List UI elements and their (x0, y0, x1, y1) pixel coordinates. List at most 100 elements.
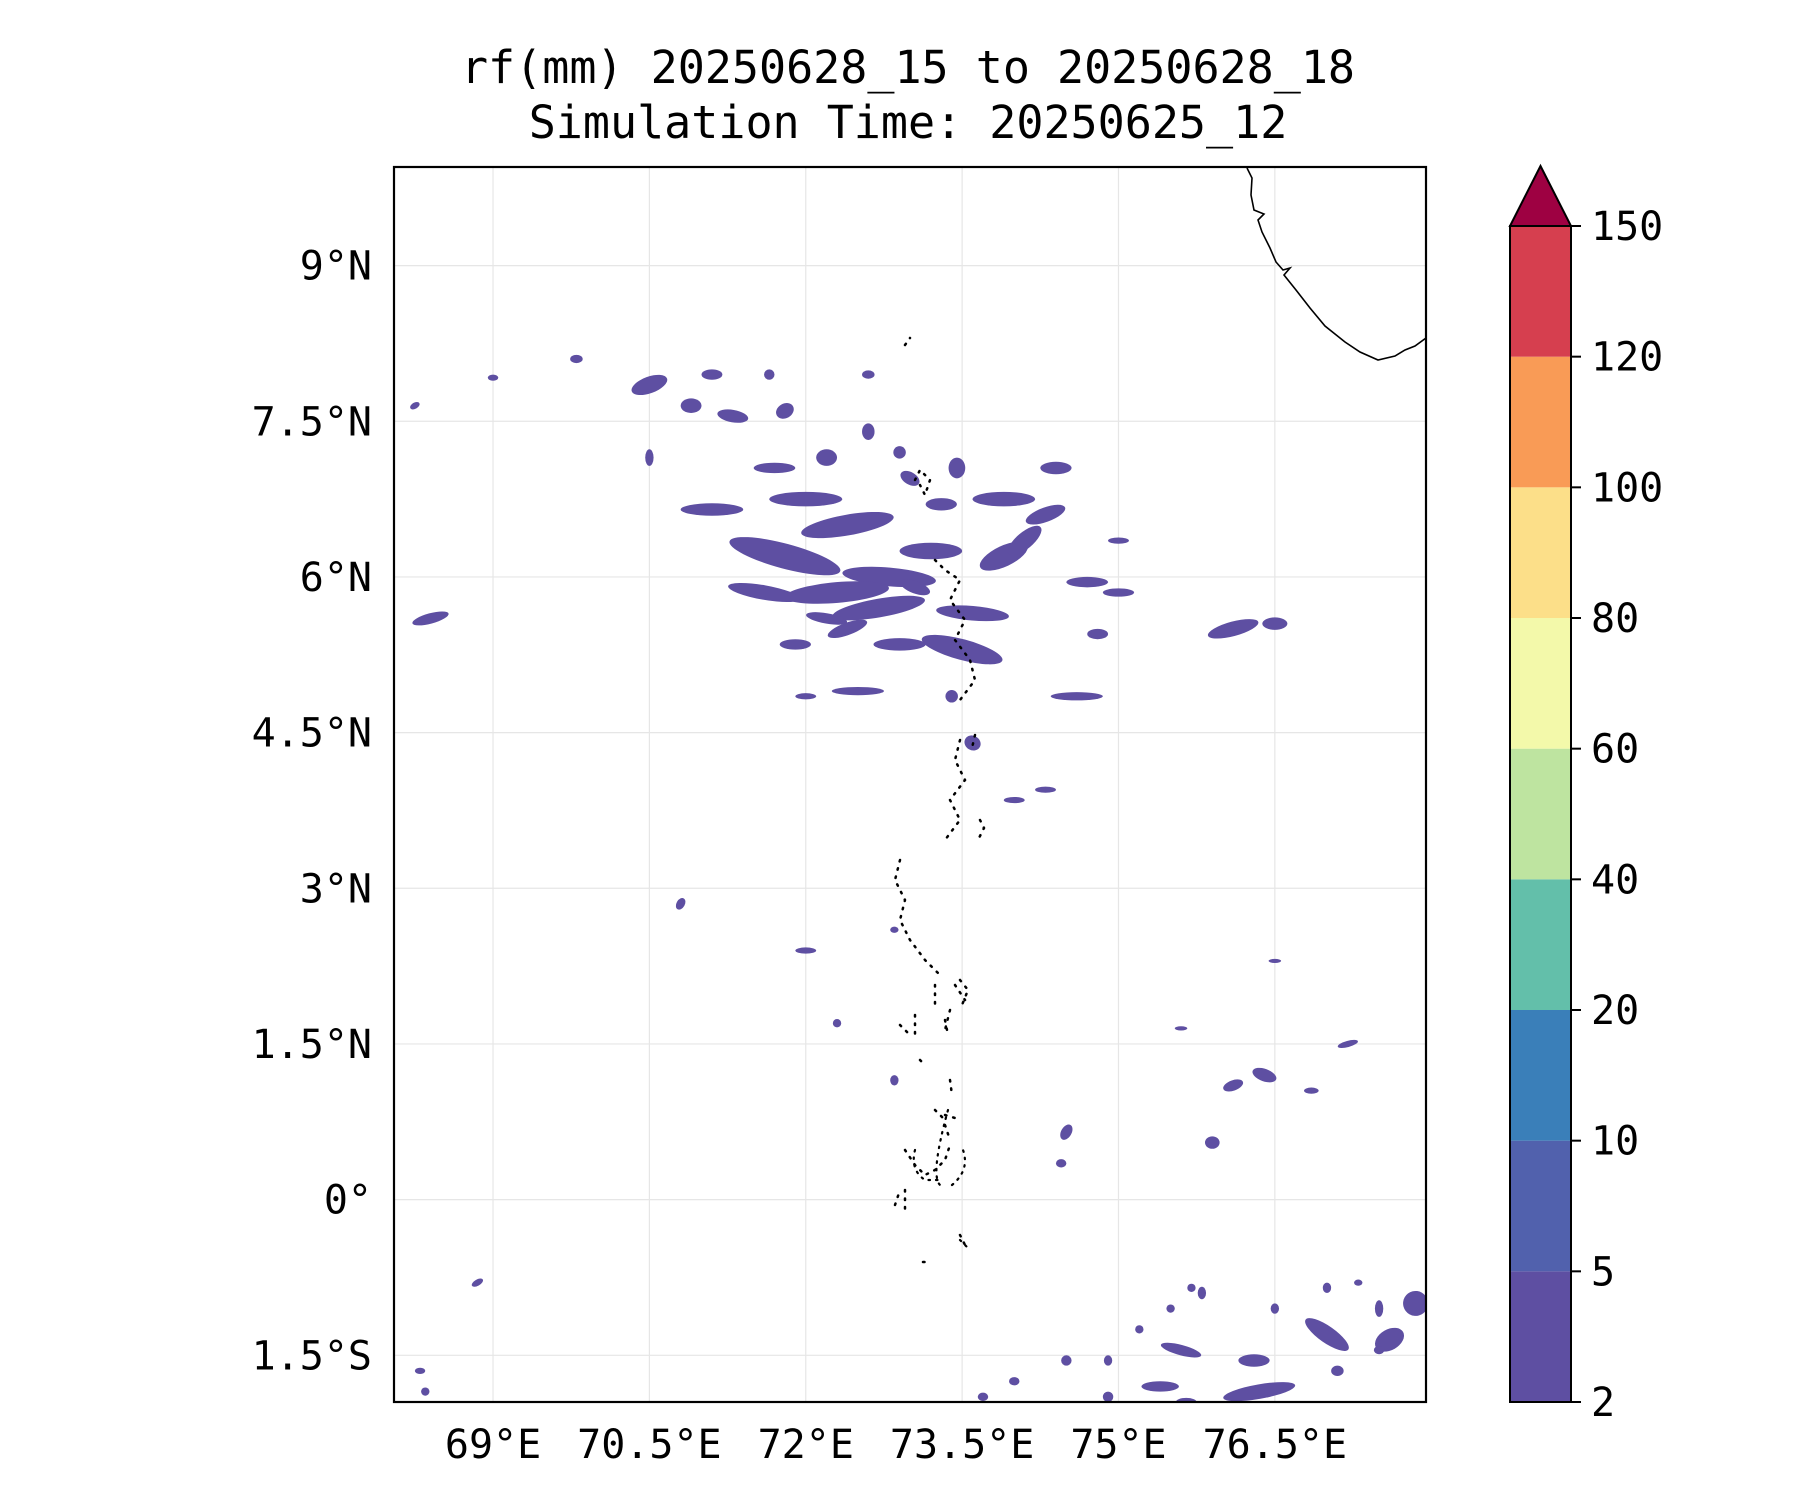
colorbar-band (1510, 618, 1571, 749)
x-tick-label: 72°E (758, 1422, 854, 1468)
y-tick-label: 9°N (300, 244, 372, 290)
rain-cell (717, 409, 749, 423)
rain-cell (421, 1387, 430, 1396)
colorbar-tick-label: 120 (1591, 335, 1663, 381)
rain-cell (900, 579, 931, 596)
rain-cell (769, 491, 843, 507)
maldives-atoll-ring-south (912, 1108, 972, 1252)
colorbar-band (1510, 226, 1571, 357)
rain-cell (1374, 1300, 1384, 1317)
rain-cell (831, 686, 884, 696)
rain-cell (570, 354, 583, 364)
y-tick-label: 1.5°N (252, 1022, 372, 1068)
plot-frame (392, 165, 1428, 1404)
rain-cell (1060, 1124, 1073, 1140)
rain-cell (1262, 617, 1288, 630)
rain-cell (1040, 461, 1072, 475)
colorbar-tick-label: 20 (1591, 988, 1639, 1034)
rain-cell (764, 369, 775, 380)
rain-cell (899, 542, 963, 560)
rain-cell (1375, 1327, 1405, 1352)
rain-cell (1166, 1304, 1175, 1313)
rain-cell (645, 449, 654, 466)
colorbar-tick-label: 5 (1591, 1249, 1615, 1295)
y-tick-label: 3°N (300, 866, 372, 912)
colorbar-tick-label: 80 (1591, 596, 1639, 642)
rain-cell (1007, 525, 1042, 556)
rain-cell (1009, 1377, 1020, 1386)
rain-cell (936, 605, 1009, 622)
x-tick-label: 73.5°E (890, 1422, 1035, 1468)
india-coastline (1246, 167, 1426, 361)
chart-subtitle: Simulation Time: 20250625_12 (529, 96, 1288, 149)
rain-cell (471, 1278, 484, 1287)
rain-cell (776, 403, 794, 419)
rain-cell (631, 374, 668, 396)
rain-cell (1223, 1079, 1244, 1092)
rain-cell (1197, 1286, 1207, 1300)
rain-cell (1102, 1391, 1114, 1402)
x-tick-label: 69°E (445, 1422, 541, 1468)
rain-cell (977, 1392, 989, 1401)
colorbar-band (1510, 1010, 1571, 1141)
colorbar-band (1510, 1140, 1571, 1272)
chart-title: rf(mm) 20250628_15 to 20250628_18 (461, 41, 1355, 94)
rain-cell (948, 457, 966, 479)
rain-cell (925, 498, 957, 511)
plot-area (392, 165, 1428, 1404)
colorbar-extend-arrow (1508, 163, 1573, 227)
y-tick-label: 0° (324, 1178, 372, 1224)
y-tick-label: 6°N (300, 555, 372, 601)
rain-cell (1025, 504, 1066, 525)
rain-cell (1252, 1067, 1277, 1083)
rain-cell (1223, 1382, 1296, 1402)
rain-cell (1174, 1026, 1188, 1031)
rain-cell (1322, 1282, 1332, 1294)
rain-cell (832, 1019, 842, 1028)
rain-cell (893, 446, 906, 459)
rain-cell (1061, 1355, 1072, 1366)
colorbar-tick-label: 2 (1591, 1380, 1615, 1426)
rain-cell (972, 491, 1036, 507)
maldives-lakshadweep-atolls (893, 336, 986, 1264)
rain-cell (890, 926, 899, 933)
rain-cell (1373, 1345, 1385, 1355)
rain-cell (675, 898, 686, 910)
rain-cell (1268, 958, 1282, 964)
rain-cell (1087, 628, 1109, 640)
rain-cell (1141, 1381, 1179, 1392)
coastlines (893, 167, 1426, 1264)
rain-cell (1103, 1355, 1113, 1366)
rain-cell (1066, 576, 1109, 588)
colorbar-band (1510, 356, 1571, 488)
colorbar-band (1510, 879, 1571, 1010)
rain-cell (1207, 619, 1259, 639)
rain-cell (890, 1075, 899, 1086)
rain-cell (785, 581, 889, 604)
rain-cell (945, 690, 958, 703)
rain-cell (412, 611, 449, 626)
rain-cell (827, 619, 868, 639)
x-tick-label: 76.5°E (1203, 1422, 1348, 1468)
rain-cell (1135, 1325, 1144, 1334)
rain-cell (832, 595, 925, 621)
rain-cell (680, 398, 702, 413)
plot-background (394, 167, 1426, 1402)
rain-cell (1238, 1354, 1270, 1367)
colorbar: 2 5 10 20 40 60 80 100 120 150 (1508, 163, 1663, 1426)
rain-cell (816, 449, 838, 466)
rain-cell (1050, 692, 1103, 701)
rain-cell (1160, 1342, 1202, 1358)
rain-cell (862, 370, 875, 379)
rain-cell (806, 612, 848, 625)
rain-cell (1337, 1039, 1358, 1048)
colorbar-tick-label: 10 (1591, 1119, 1639, 1165)
rain-cell (414, 1367, 426, 1374)
chart-title-block: rf(mm) 20250628_15 to 20250628_18 Simula… (461, 41, 1355, 149)
rainfall-contours (410, 354, 1426, 1402)
y-tick-label: 1.5°S (252, 1333, 372, 1379)
colorbar-band (1510, 748, 1571, 880)
rain-cell (1187, 1283, 1196, 1292)
colorbar-tick-label: 40 (1591, 857, 1639, 903)
